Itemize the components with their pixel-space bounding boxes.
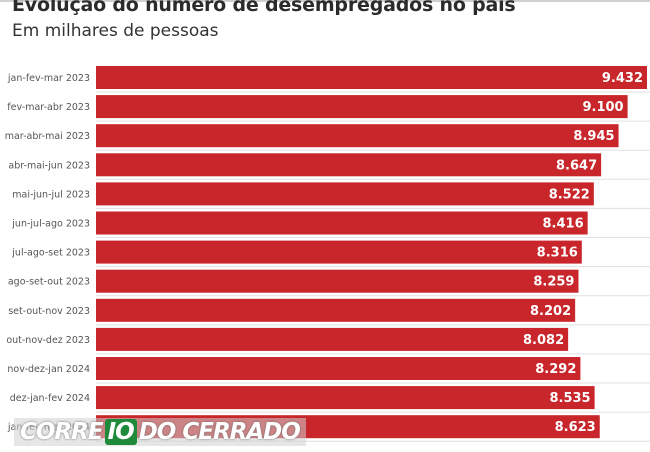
bar-9 [96,327,569,351]
value-label-5: 8.416 [543,217,584,232]
value-label-8: 8.202 [530,304,571,319]
logo-word-2: IO [104,419,137,445]
bar-1 [96,95,628,119]
value-label-10: 8.292 [535,362,576,377]
category-label-1: fev-mar-abr 2023 [7,102,90,113]
category-label-0: jan-fev-mar 2023 [7,73,90,84]
value-label-12: 8.623 [555,420,596,435]
value-label-4: 8.522 [549,187,590,202]
category-label-3: abr-mai-jun 2023 [8,160,90,171]
category-label-2: mar-abr-mai 2023 [5,131,90,142]
value-label-1: 9.100 [582,100,623,115]
category-label-4: mai-jun-jul 2023 [12,189,90,200]
bar-8 [96,298,576,322]
bar-0 [96,66,647,89]
category-label-11: dez-jan-fev 2024 [10,393,90,404]
value-label-3: 8.647 [556,158,597,173]
bar-6 [96,240,582,264]
bar-10 [96,357,581,380]
chart-subtitle: Em milhares de pessoas [12,21,219,41]
value-label-7: 8.259 [533,275,574,290]
category-label-10: nov-dez-jan 2024 [7,364,90,375]
chart-title: Evolução do número de desempregados no p… [12,0,516,16]
category-label-6: jul-ago-set 2023 [11,248,90,259]
top-divider [0,0,650,2]
watermark-logo: CORRE IO DO CERRADO [14,418,306,446]
category-label-8: set-out-nov 2023 [8,306,90,317]
logo-word-3: DO CERRADO [138,419,301,445]
bar-7 [96,269,579,293]
category-label-5: jun-jul-ago 2023 [11,219,90,230]
value-label-11: 8.535 [549,391,590,406]
value-label-0: 9.432 [602,71,643,86]
value-label-2: 8.945 [573,129,614,144]
value-label-6: 8.316 [537,246,578,261]
bar-4 [96,182,594,206]
category-label-7: ago-set-out 2023 [8,277,90,288]
bar-3 [96,153,602,177]
bar-5 [96,211,588,235]
bar-2 [96,124,619,148]
bar-11 [96,386,595,410]
category-label-9: out-nov-dez 2023 [6,335,90,346]
value-label-9: 8.082 [523,333,564,348]
logo-word-1: CORRE [20,419,104,445]
